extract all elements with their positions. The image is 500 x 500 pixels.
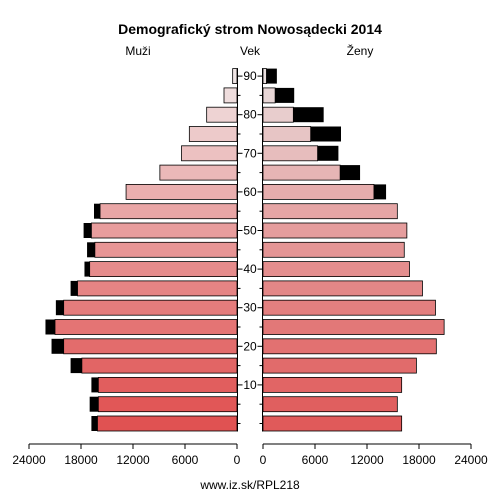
women-excess-75-79 bbox=[310, 126, 341, 142]
women-bar-50-54 bbox=[262, 222, 408, 239]
men-excess-15-19 bbox=[70, 358, 82, 374]
age-tick-label-30: 30 bbox=[243, 301, 257, 315]
men-bar-80-84 bbox=[206, 106, 238, 123]
men-bar-65-69 bbox=[159, 164, 238, 181]
women-bar-0-4 bbox=[262, 415, 403, 432]
men-excess-55-59 bbox=[94, 203, 101, 219]
men-bar-85-89 bbox=[223, 87, 238, 104]
age-tick-label-20: 20 bbox=[243, 339, 257, 353]
age-tick-label-60: 60 bbox=[243, 185, 257, 199]
men-bar-20-24 bbox=[63, 338, 238, 355]
men-value-tick-label-1: 18000 bbox=[64, 453, 98, 467]
footer-url: www.iz.sk/RPL218 bbox=[199, 478, 300, 492]
women-value-tick-label-0: 0 bbox=[260, 453, 267, 467]
men-excess-40-44 bbox=[84, 261, 90, 277]
men-bar-50-54 bbox=[91, 222, 238, 239]
axes-group: 10 20 30 40 50 60 70 80 90 24000 18000 12000 6000 0 0 6… bbox=[12, 68, 488, 467]
men-bar-30-34 bbox=[63, 299, 238, 316]
women-bar-75-79 bbox=[262, 126, 312, 142]
women-bar-70-74 bbox=[262, 145, 318, 162]
women-value-tick-label-1: 6000 bbox=[302, 453, 329, 467]
women-bar-55-59 bbox=[262, 203, 398, 220]
men-excess-30-34 bbox=[55, 300, 64, 316]
women-bar-25-29 bbox=[262, 319, 445, 335]
left-label: Muži bbox=[125, 44, 150, 58]
men-bar-15-19 bbox=[81, 357, 238, 374]
men-bar-0-4 bbox=[97, 415, 238, 432]
men-excess-25-29 bbox=[45, 319, 55, 335]
men-value-tick-label-2: 12000 bbox=[116, 453, 150, 467]
right-label: Ženy bbox=[347, 43, 374, 58]
men-bar-35-39 bbox=[77, 280, 238, 297]
men-bar-10-14 bbox=[97, 376, 238, 393]
age-tick-label-90: 90 bbox=[243, 69, 257, 83]
women-value-tick-label-2: 12000 bbox=[350, 453, 384, 467]
men-bar-25-29 bbox=[54, 319, 238, 335]
bars-group bbox=[45, 68, 445, 432]
age-tick-label-70: 70 bbox=[243, 146, 257, 160]
men-value-tick-label-3: 6000 bbox=[172, 453, 199, 467]
men-bar-45-49 bbox=[94, 241, 238, 258]
women-bar-90+ bbox=[262, 68, 267, 84]
women-excess-90+ bbox=[266, 68, 277, 84]
men-bar-55-59 bbox=[99, 203, 238, 220]
men-value-tick-label-4: 0 bbox=[234, 453, 241, 467]
women-excess-70-74 bbox=[317, 145, 339, 161]
men-excess-10-14 bbox=[91, 377, 99, 393]
women-bar-60-64 bbox=[262, 183, 375, 200]
women-bar-80-84 bbox=[262, 106, 294, 123]
women-bar-65-69 bbox=[262, 164, 341, 181]
women-value-tick-label-4: 24000 bbox=[454, 453, 488, 467]
women-bar-45-49 bbox=[262, 241, 405, 258]
age-tick-label-50: 50 bbox=[243, 224, 257, 238]
women-bar-35-39 bbox=[262, 280, 423, 297]
women-bar-40-44 bbox=[262, 261, 410, 278]
women-bar-85-89 bbox=[262, 87, 276, 104]
men-excess-35-39 bbox=[70, 280, 78, 296]
women-excess-60-64 bbox=[373, 184, 387, 200]
women-bar-5-9 bbox=[262, 396, 398, 413]
men-bar-90+ bbox=[232, 68, 238, 84]
chart-title: Demografický strom Nowosądecki 2014 bbox=[118, 21, 382, 37]
men-bar-75-79 bbox=[188, 126, 238, 142]
women-value-tick-label-3: 18000 bbox=[402, 453, 436, 467]
men-bar-40-44 bbox=[89, 261, 238, 278]
women-excess-65-69 bbox=[340, 165, 361, 181]
age-tick-label-80: 80 bbox=[243, 108, 257, 122]
men-excess-5-9 bbox=[89, 396, 99, 412]
men-excess-45-49 bbox=[87, 242, 95, 258]
men-value-tick-label-0: 24000 bbox=[12, 453, 46, 467]
men-excess-50-54 bbox=[83, 223, 92, 238]
men-bar-60-64 bbox=[125, 183, 238, 200]
men-excess-20-24 bbox=[51, 338, 64, 354]
women-bar-15-19 bbox=[262, 357, 417, 374]
center-label: Vek bbox=[240, 44, 261, 58]
men-bar-70-74 bbox=[181, 145, 238, 162]
women-excess-85-89 bbox=[275, 87, 295, 103]
men-excess-0-4 bbox=[91, 416, 98, 431]
age-tick-label-10: 10 bbox=[243, 378, 257, 392]
women-excess-80-84 bbox=[293, 107, 324, 123]
women-bar-20-24 bbox=[262, 338, 437, 355]
women-bar-10-14 bbox=[262, 376, 403, 393]
age-tick-label-40: 40 bbox=[243, 262, 257, 276]
women-bar-30-34 bbox=[262, 299, 436, 316]
men-bar-5-9 bbox=[97, 396, 238, 413]
